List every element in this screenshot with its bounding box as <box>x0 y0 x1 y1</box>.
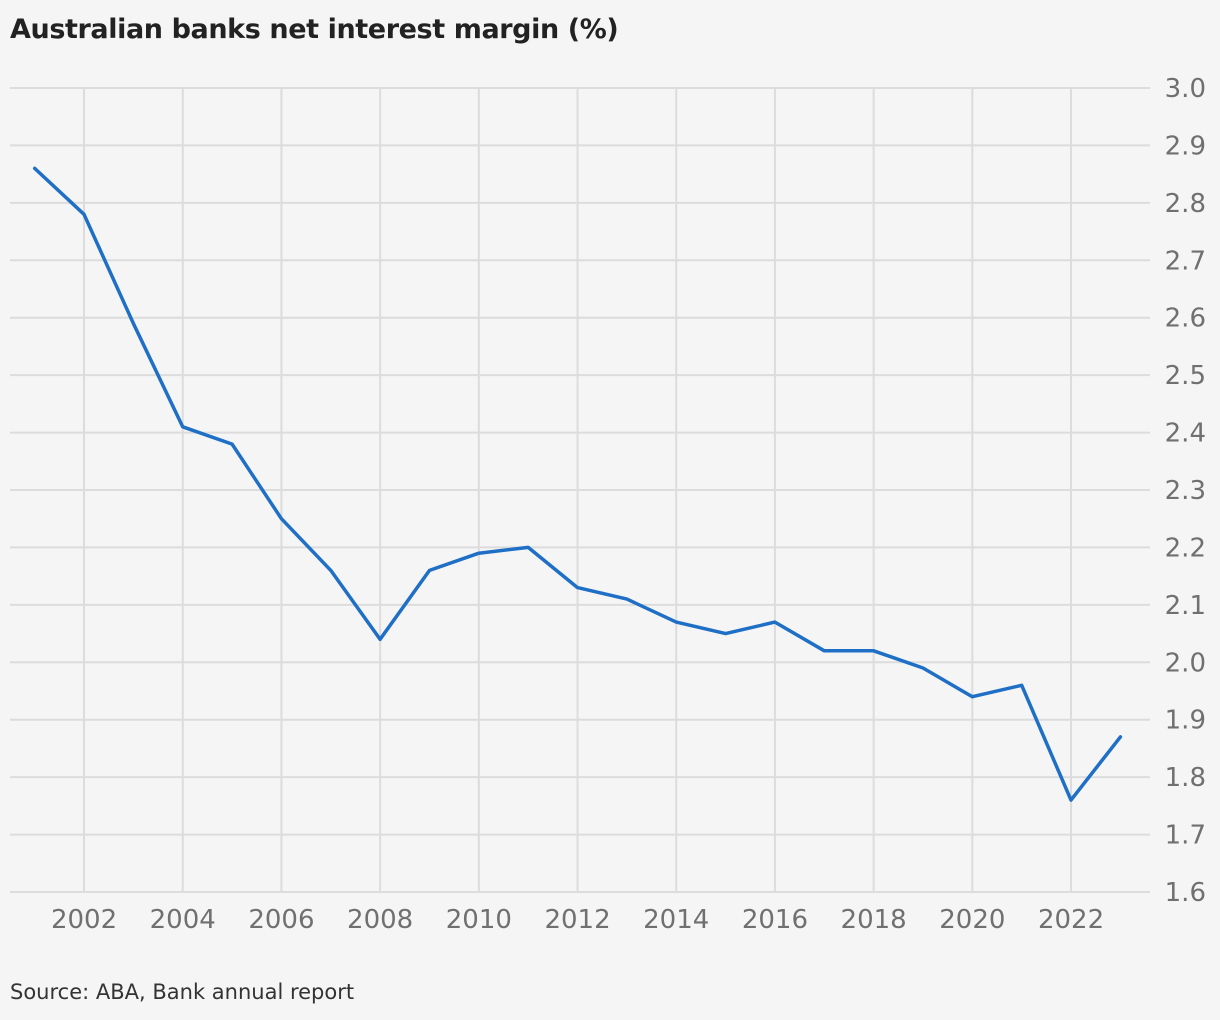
y-tick-label: 2.9 <box>1165 131 1206 161</box>
x-tick-label: 2018 <box>841 905 907 935</box>
x-tick-label: 2002 <box>51 905 117 935</box>
x-tick-label: 2016 <box>742 905 808 935</box>
source-note: Source: ABA, Bank annual report <box>10 980 355 1004</box>
gridlines <box>10 87 1150 893</box>
x-tick-label: 2020 <box>939 905 1005 935</box>
y-tick-label: 2.7 <box>1165 246 1206 276</box>
y-tick-label: 1.7 <box>1165 821 1206 851</box>
x-tick-label: 2008 <box>347 905 413 935</box>
x-tick-label: 2012 <box>544 905 610 935</box>
y-tick-label: 2.5 <box>1165 361 1206 391</box>
y-tick-label: 2.2 <box>1165 533 1206 563</box>
x-axis-ticks: 2002 2004 2006 2008 2010 2012 2014 2016 2018 2020… <box>51 905 1104 935</box>
series-line <box>32 166 1123 802</box>
x-tick-label: 2014 <box>643 905 709 935</box>
chart-title: Australian banks net interest margin (%) <box>10 14 619 45</box>
y-tick-label: 1.8 <box>1165 763 1206 793</box>
y-tick-label: 2.4 <box>1165 419 1206 449</box>
y-tick-label: 2.1 <box>1165 591 1206 621</box>
y-tick-label: 2.3 <box>1165 476 1206 506</box>
y-tick-label: 1.9 <box>1165 706 1206 736</box>
x-tick-label: 2010 <box>446 905 512 935</box>
y-tick-label: 1.6 <box>1165 878 1206 908</box>
y-tick-label: 2.6 <box>1165 304 1206 334</box>
x-tick-label: 2004 <box>150 905 216 935</box>
x-tick-label: 2022 <box>1038 905 1104 935</box>
y-axis-ticks: 1.6 1.7 1.8 1.9 2.0 2.1 2.2 2.3 2.4 2.5 2.6 2.7 2.8 2… <box>1165 74 1206 908</box>
x-tick-label: 2006 <box>248 905 314 935</box>
y-tick-label: 3.0 <box>1165 74 1206 104</box>
y-tick-label: 2.0 <box>1165 648 1206 678</box>
y-tick-label: 2.8 <box>1165 189 1206 219</box>
series-group <box>32 166 1123 802</box>
